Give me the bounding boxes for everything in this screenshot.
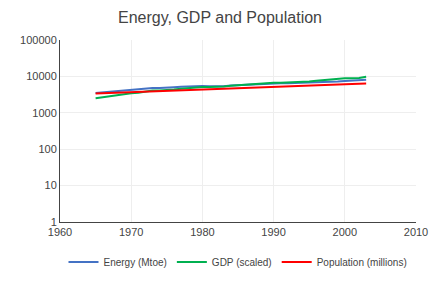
svg-text:10000: 10000 <box>26 70 57 82</box>
svg-text:1: 1 <box>51 216 57 228</box>
svg-text:100: 100 <box>38 143 56 155</box>
svg-text:Energy, GDP and Population: Energy, GDP and Population <box>118 9 322 26</box>
svg-text:10: 10 <box>45 179 57 191</box>
svg-text:100000: 100000 <box>20 34 57 46</box>
svg-text:1980: 1980 <box>190 226 214 238</box>
svg-text:1990: 1990 <box>261 226 285 238</box>
svg-text:1000: 1000 <box>32 107 56 119</box>
svg-text:Energy (Mtoe): Energy (Mtoe) <box>104 257 167 268</box>
svg-text:1970: 1970 <box>119 226 143 238</box>
svg-text:2010: 2010 <box>404 226 428 238</box>
svg-text:2000: 2000 <box>333 226 357 238</box>
svg-text:Population (millions): Population (millions) <box>317 257 407 268</box>
svg-text:1960: 1960 <box>48 226 72 238</box>
svg-text:GDP (scaled): GDP (scaled) <box>212 257 272 268</box>
